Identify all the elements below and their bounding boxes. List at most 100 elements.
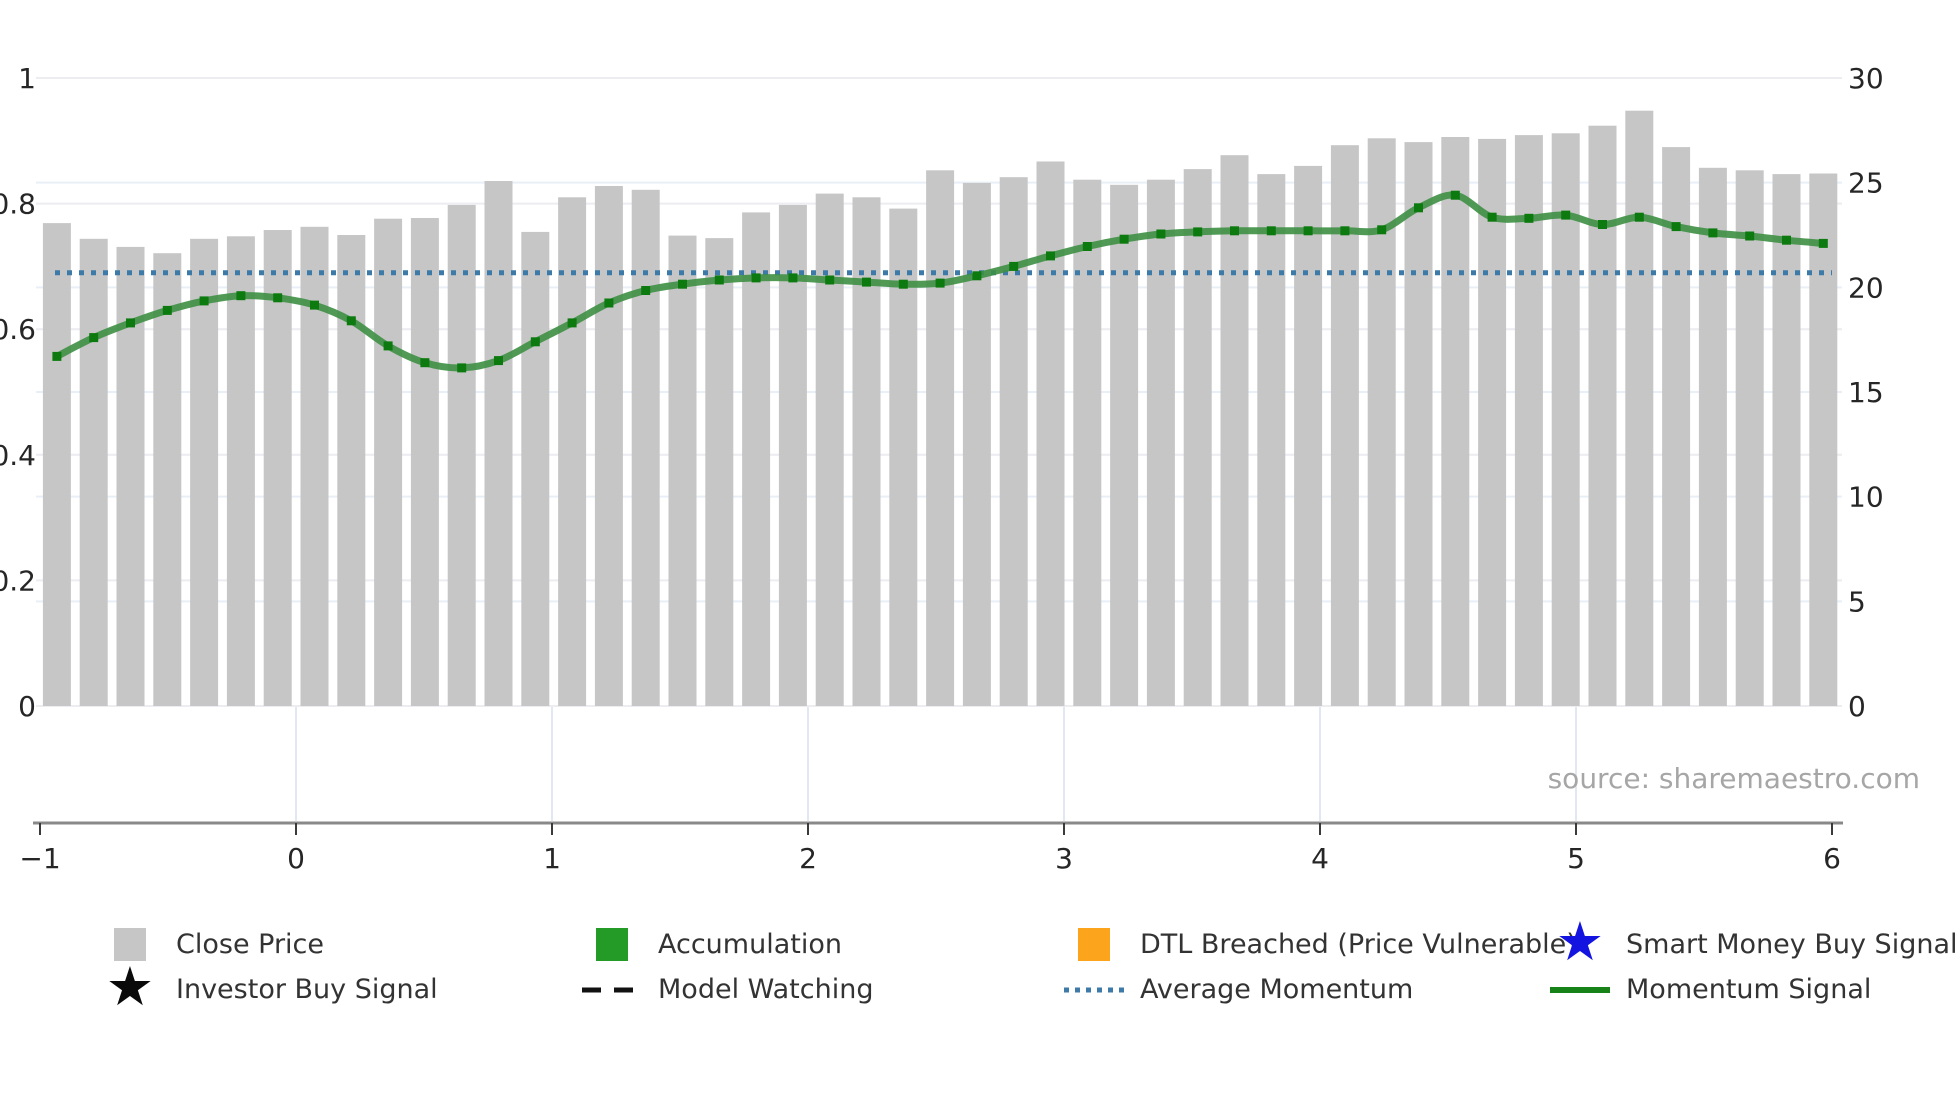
x-axis-ticks [39, 823, 1833, 835]
legend-item-accumulation: Accumulation [580, 922, 1062, 967]
legend-label: Average Momentum [1140, 974, 1414, 1005]
source-note: source: sharemaestro.com [1547, 762, 1920, 795]
price-momentum-chart: −1 0 1 2 3 4 5 6 0 0.2 0.4 0.6 0.8 1 0 5 10 15 20 25 30 [0, 62, 1884, 875]
svg-text:15: 15 [1848, 376, 1884, 409]
close-price-bar [1220, 155, 1249, 706]
close-price-bar [42, 223, 71, 706]
close-price-bar [190, 238, 219, 707]
legend-label: Investor Buy Signal [176, 974, 438, 1005]
close-price-bar [558, 197, 587, 707]
svg-text:0.6: 0.6 [0, 313, 36, 346]
legend-label: Smart Money Buy Signal [1626, 929, 1958, 960]
close-price-bar [1551, 133, 1580, 707]
close-price-bar [484, 181, 513, 706]
close-price-bar [226, 236, 255, 707]
star-swatch-icon: ★ [105, 954, 155, 1018]
square-swatch-icon [580, 928, 644, 961]
svg-text:6: 6 [1823, 842, 1841, 875]
close-price-bar [1698, 167, 1727, 707]
square-swatch-icon [98, 928, 162, 961]
close-price-bar [1330, 145, 1359, 706]
close-price-bar [778, 204, 807, 706]
close-price-bar [1036, 161, 1065, 706]
legend-item-investor-buy-signal: ★ Investor Buy Signal [98, 954, 580, 1018]
svg-text:30: 30 [1848, 62, 1884, 95]
close-price-bar [705, 238, 734, 706]
legend-label: Model Watching [658, 974, 874, 1005]
close-price-bar [1441, 137, 1470, 706]
svg-text:5: 5 [1848, 585, 1866, 618]
close-price-bar [631, 189, 660, 707]
close-price-bar [1514, 135, 1543, 707]
x-axis-tick-labels: −1 0 1 2 3 4 5 6 [19, 842, 1841, 875]
square-swatch-icon [1062, 928, 1126, 961]
svg-text:20: 20 [1848, 271, 1884, 304]
svg-text:0.2: 0.2 [0, 564, 36, 597]
close-price-bar [742, 212, 771, 706]
star-swatch-icon: ★ [1555, 909, 1605, 973]
svg-text:2: 2 [799, 842, 817, 875]
close-price-bar [1735, 170, 1764, 707]
dashed-line-swatch-icon [580, 985, 644, 995]
close-price-bar [263, 230, 292, 706]
svg-text:0: 0 [287, 842, 305, 875]
svg-text:−1: −1 [19, 842, 60, 875]
close-price-bar [1588, 125, 1617, 706]
close-price-bar [999, 177, 1028, 706]
close-price-bar [79, 238, 108, 707]
dotted-line-swatch-icon [1062, 985, 1126, 995]
close-price-bar [374, 218, 403, 706]
right-axis-tick-labels: 0 5 10 15 20 25 30 [1848, 62, 1884, 723]
svg-text:5: 5 [1567, 842, 1585, 875]
close-price-bar [1073, 179, 1102, 706]
close-price-bar [1110, 184, 1139, 707]
close-price-bar [1809, 173, 1838, 706]
legend-label: Momentum Signal [1626, 974, 1872, 1005]
close-price-bar [153, 253, 182, 706]
x-gridlines [295, 707, 1577, 821]
svg-text:25: 25 [1848, 167, 1884, 200]
accumulation-markers [52, 190, 1828, 373]
close-price-bar [889, 208, 918, 706]
legend-item-dtl-breached-price-vulnerable: DTL Breached (Price Vulnerable) [1062, 922, 1577, 967]
close-price-bar [962, 182, 991, 706]
legend-label: DTL Breached (Price Vulnerable) [1140, 929, 1577, 960]
svg-text:0: 0 [1848, 690, 1866, 723]
close-price-bar [1257, 174, 1286, 707]
close-price-bar [1146, 179, 1175, 706]
svg-text:4: 4 [1311, 842, 1329, 875]
close-price-bar [852, 197, 881, 707]
legend-item-close-price: Close Price [98, 922, 580, 967]
svg-text:0.8: 0.8 [0, 188, 36, 221]
close-price-bar [1294, 165, 1323, 706]
close-price-bar [1478, 138, 1507, 706]
legend-item-average-momentum: Average Momentum [1062, 967, 1548, 1012]
close-price-bar [1183, 169, 1212, 707]
close-price-bar [1404, 142, 1433, 707]
legend-label: Close Price [176, 929, 324, 960]
close-price-bar [300, 226, 329, 707]
legend-label: Accumulation [658, 929, 842, 960]
close-price-bar [521, 231, 550, 706]
legend-item-momentum-signal: Momentum Signal [1548, 967, 1958, 1012]
chart-legend: Close Price Accumulation DTL Breached (Pri… [98, 909, 1958, 1018]
svg-text:0: 0 [18, 690, 36, 723]
close-price-bar [1625, 110, 1654, 706]
svg-text:10: 10 [1848, 481, 1884, 514]
close-price-bar [447, 204, 476, 706]
close-price-bar [337, 235, 366, 706]
svg-text:3: 3 [1055, 842, 1073, 875]
svg-text:1: 1 [543, 842, 561, 875]
close-price-bar [594, 186, 623, 706]
close-price-bar [1662, 147, 1691, 707]
close-price-bar [668, 235, 697, 706]
left-axis-tick-labels: 0 0.2 0.4 0.6 0.8 1 [0, 62, 36, 723]
legend-item-model-watching: Model Watching [580, 967, 1062, 1012]
solid-line-swatch-icon [1548, 985, 1612, 995]
svg-text:0.4: 0.4 [0, 439, 36, 472]
close-price-bar [1772, 174, 1801, 707]
close-price-bars [42, 110, 1838, 707]
svg-text:1: 1 [18, 62, 36, 95]
